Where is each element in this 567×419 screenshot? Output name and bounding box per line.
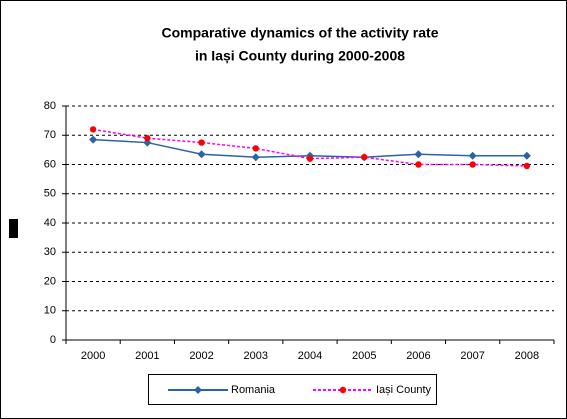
x-tick-label: 2000 — [81, 350, 105, 362]
legend-marker — [339, 386, 347, 394]
x-tick-label: 2005 — [352, 350, 376, 362]
x-tick-label: 2008 — [515, 350, 539, 362]
x-tick-label: 2004 — [298, 350, 322, 362]
chart-title: Comparative dynamics of the activity rat… — [162, 25, 439, 41]
data-point — [361, 153, 368, 161]
data-point — [468, 151, 477, 160]
y-tick-label: 10 — [44, 305, 56, 317]
x-tick-label: 2006 — [406, 350, 430, 362]
y-tick-label: 50 — [44, 188, 56, 200]
y-tick-label: 20 — [44, 275, 56, 287]
data-point — [197, 150, 206, 159]
data-point — [414, 150, 423, 159]
legend-marker — [194, 386, 202, 394]
data-point — [252, 145, 259, 152]
x-tick-label: 2001 — [135, 350, 159, 362]
data-point — [522, 151, 531, 160]
data-point — [89, 126, 97, 133]
legend-label: Iași County — [376, 384, 432, 396]
x-tick-label: 2007 — [460, 350, 484, 362]
data-point — [415, 161, 422, 168]
data-point — [198, 139, 205, 146]
data-point — [144, 134, 151, 142]
y-tick-label: 0 — [50, 334, 56, 346]
data-point — [469, 161, 476, 168]
axis-label-box — [9, 219, 18, 238]
y-tick-label: 80 — [44, 100, 56, 112]
legend-label: Romania — [231, 384, 276, 396]
data-point — [89, 135, 98, 144]
data-point — [251, 153, 260, 162]
y-tick-label: 30 — [44, 246, 56, 258]
y-tick-label: 70 — [44, 129, 56, 141]
y-tick-label: 40 — [44, 217, 56, 229]
x-tick-label: 2002 — [189, 350, 213, 362]
y-tick-label: 60 — [44, 158, 56, 170]
data-point — [306, 155, 314, 162]
chart-title: in Iași County during 2000-2008 — [195, 48, 405, 64]
x-tick-label: 2003 — [244, 350, 268, 362]
data-point — [523, 162, 531, 170]
